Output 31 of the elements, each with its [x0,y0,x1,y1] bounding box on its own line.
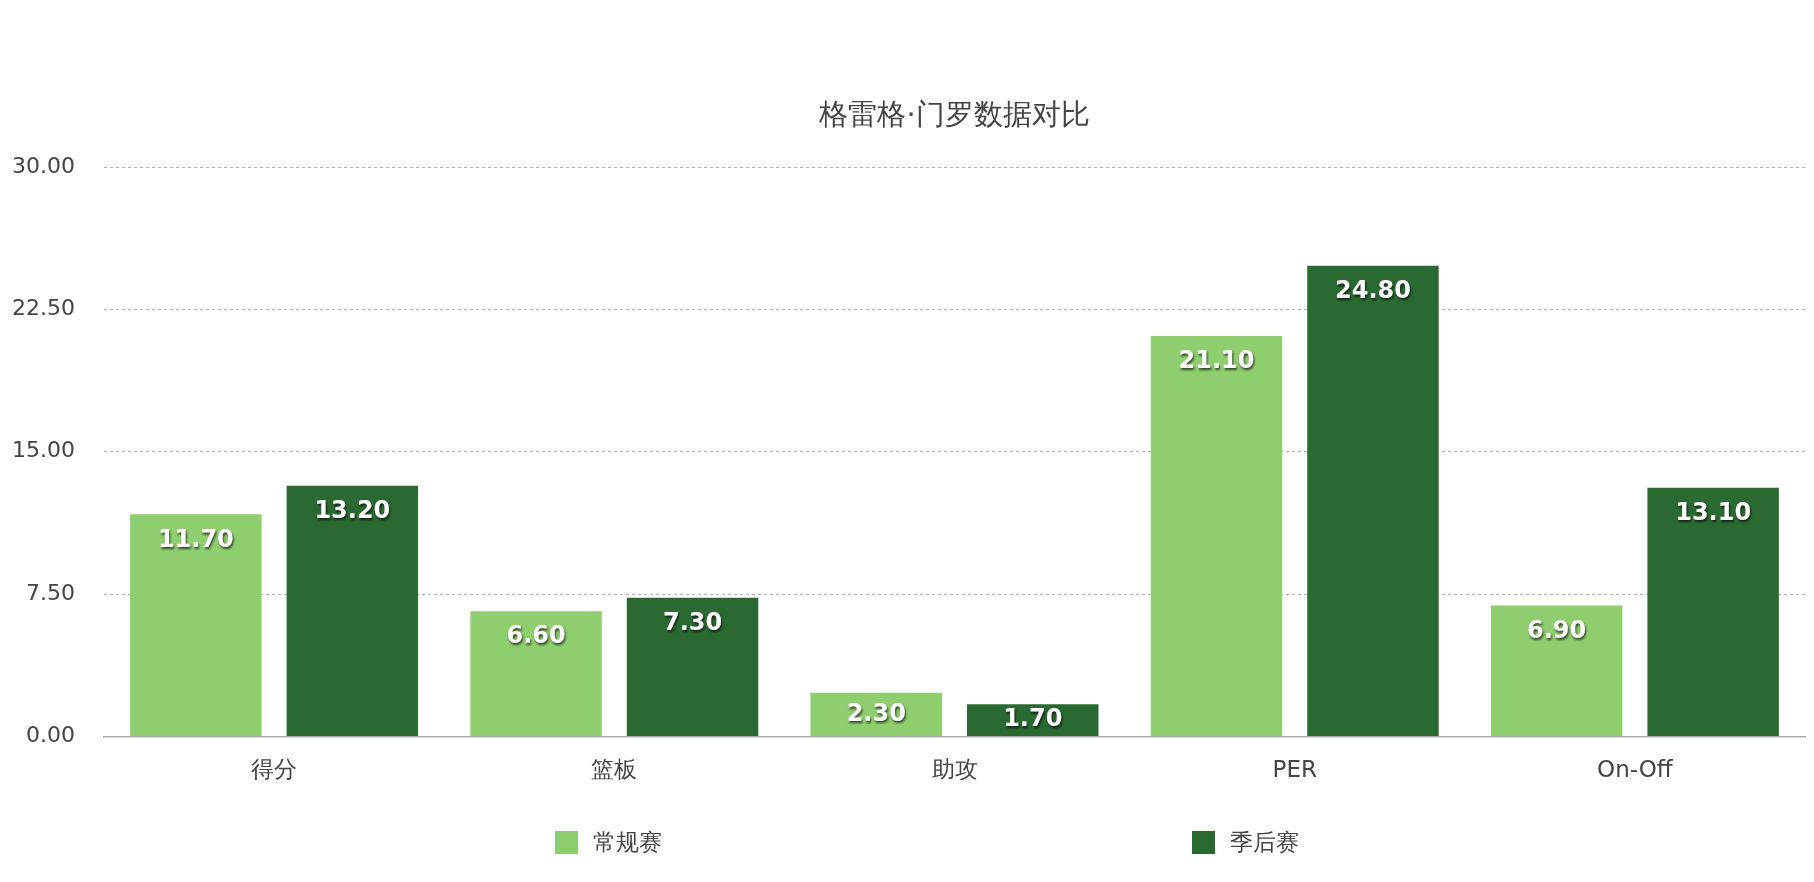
x-tick-label: 助攻 [931,756,978,783]
y-tick-label: 15.00 [12,437,75,463]
x-tick-label: 得分 [251,756,298,783]
data-label: 7.30 [662,608,723,637]
data-label: 13.20 [314,496,391,525]
data-label: 13.10 [1675,498,1752,526]
bar [1307,265,1439,736]
x-tick-label: PER [1272,756,1317,783]
y-tick-label: 22.50 [12,295,75,321]
data-label: 11.70 [157,524,234,553]
chart-title: 格雷格·门罗数据对比 [818,96,1090,131]
bar [470,611,602,736]
bar [286,485,419,736]
data-label: 6.60 [506,621,566,650]
y-tick-label: 7.50 [26,579,75,605]
data-label: 24.80 [1334,275,1411,304]
data-label: 1.70 [1003,704,1063,733]
legend-label: 常规赛 [593,827,662,857]
x-tick-label: 篮板 [591,756,638,783]
data-label: 6.90 [1527,615,1587,644]
x-tick-label: On-Off [1597,756,1674,783]
bar [1647,487,1779,736]
data-label: 21.10 [1178,346,1255,375]
bar [626,597,759,736]
data-label: 2.30 [846,698,906,727]
bar [1150,335,1283,736]
y-tick-label: 30.00 [12,152,75,178]
bar [130,514,262,736]
y-tick-label: 0.00 [26,722,75,748]
bar [1490,605,1623,736]
legend-label: 季后赛 [1230,827,1299,857]
